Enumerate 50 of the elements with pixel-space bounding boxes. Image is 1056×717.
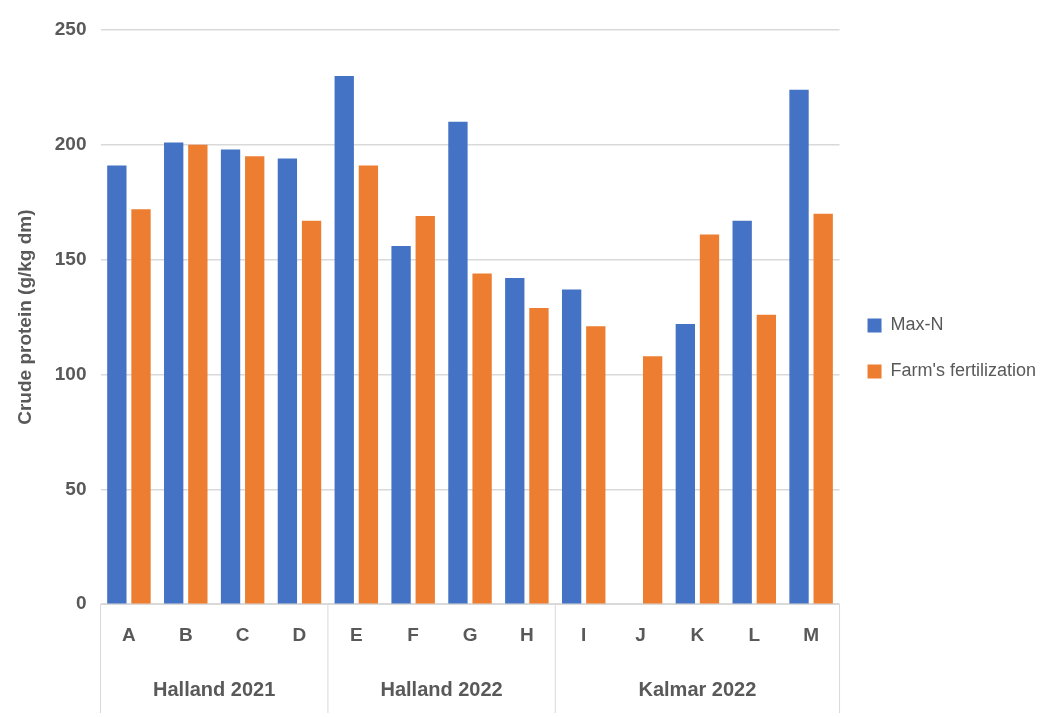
bar: [675, 323, 695, 604]
bar: [131, 209, 151, 604]
bar: [813, 213, 833, 604]
bar: [245, 156, 265, 604]
bar: [732, 220, 752, 604]
y-tick-label: 100: [54, 362, 87, 384]
bar: [277, 158, 298, 604]
y-tick-label: 200: [54, 133, 87, 155]
y-tick-label: 150: [54, 247, 87, 269]
bar: [415, 216, 435, 604]
x-tick-label: A: [122, 623, 137, 645]
bar: [699, 234, 720, 604]
x-tick-label: K: [690, 623, 705, 645]
text: Halland 2022: [380, 677, 503, 700]
y-tick-label: 50: [65, 477, 87, 499]
bar: [334, 75, 354, 604]
x-tick-label: J: [635, 623, 646, 645]
bar: [391, 245, 411, 604]
x-tick-label: H: [520, 623, 534, 645]
x-tick-label: E: [349, 623, 363, 645]
x-tick-label: I: [581, 623, 587, 645]
bar: [586, 326, 606, 604]
y-tick-label: 250: [54, 18, 87, 40]
legend-label: Max-N: [890, 314, 944, 335]
x-tick-label: M: [803, 623, 820, 645]
bar: [642, 356, 663, 604]
bar: [789, 89, 809, 604]
bar: [164, 142, 184, 604]
bar: [301, 220, 322, 604]
x-tick-label: B: [178, 623, 193, 645]
x-tick-label: D: [292, 623, 307, 645]
text: Kalmar 2022: [638, 677, 757, 700]
bar: [505, 278, 525, 604]
x-tick-label: F: [407, 623, 419, 645]
y-axis-title: Crude protein (g/kg dm): [13, 209, 35, 425]
x-tick-label: G: [462, 623, 478, 645]
bar: [220, 149, 241, 604]
legend-label: Farm's fertilization: [890, 360, 1036, 381]
bar: [756, 314, 776, 604]
x-tick-label: C: [235, 623, 250, 645]
bar: [472, 273, 492, 604]
bar: [188, 144, 208, 604]
bar: [107, 165, 127, 604]
bar: [529, 307, 549, 604]
y-tick-label: 0: [75, 592, 87, 614]
bar: [448, 121, 468, 604]
bar: [561, 289, 582, 604]
x-tick-label: L: [748, 623, 761, 645]
text: Halland 2021: [153, 677, 276, 700]
bar: [358, 165, 379, 604]
